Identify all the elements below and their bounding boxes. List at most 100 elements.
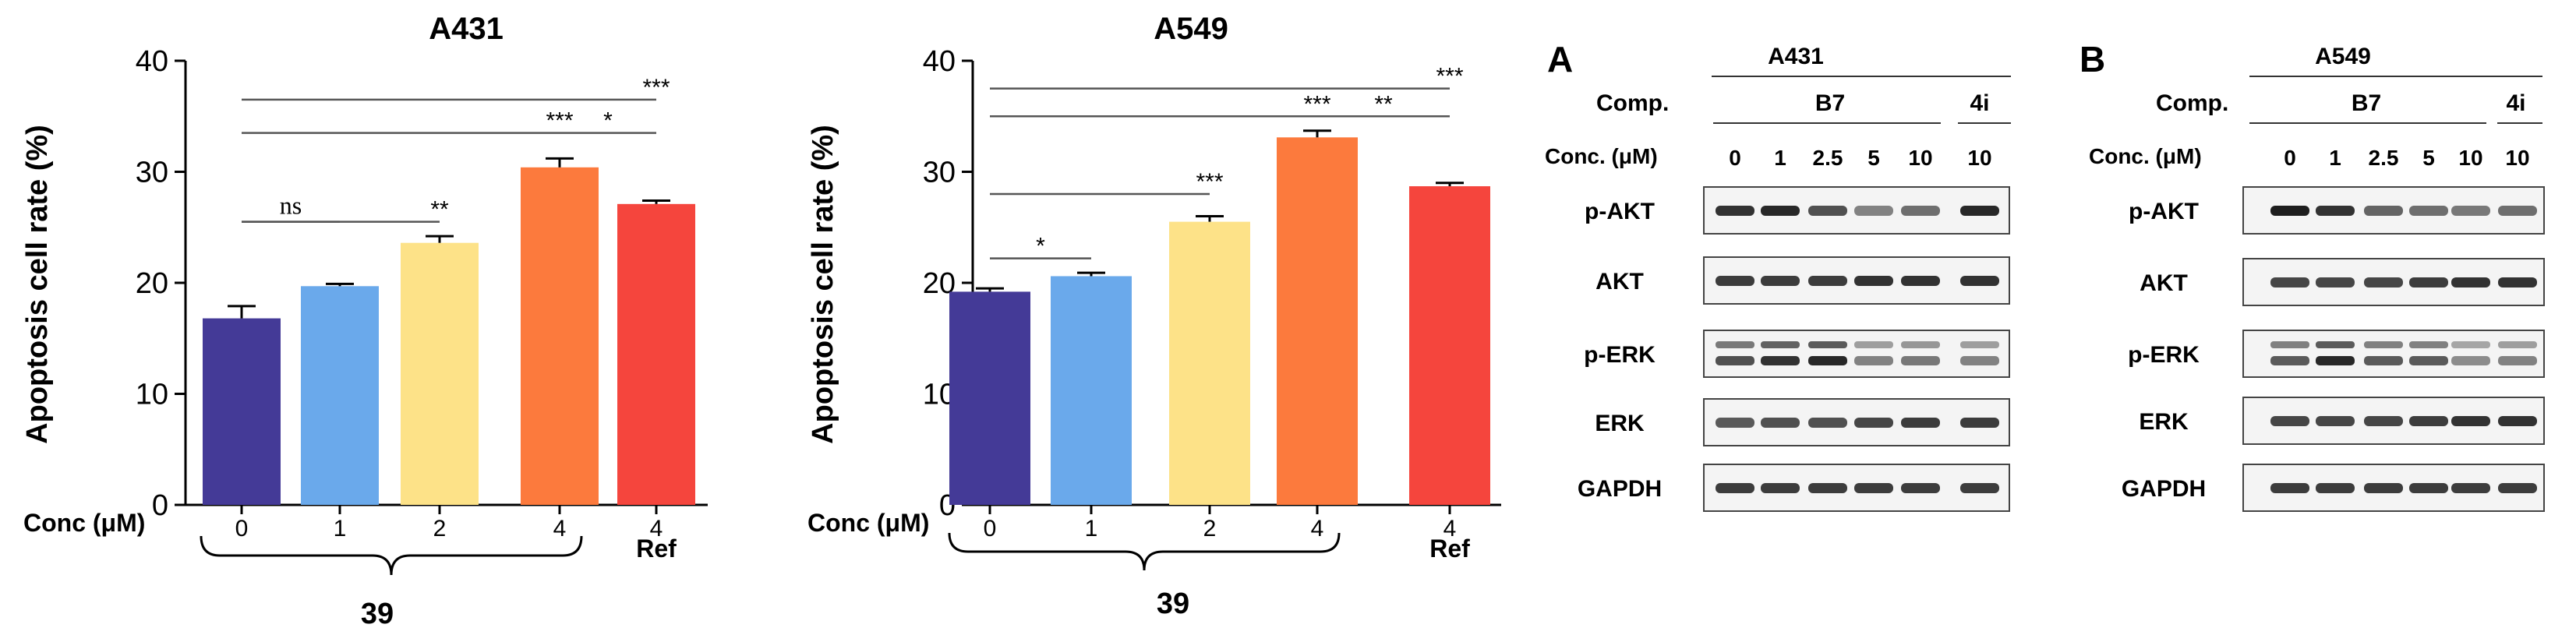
blot-band xyxy=(1854,276,1893,286)
blot-band xyxy=(1901,341,1940,348)
blot-band xyxy=(2451,341,2490,348)
concentration-label: 1 xyxy=(1774,146,1786,170)
blot-band xyxy=(2316,277,2355,288)
y-axis-label: Apoptosis cell rate (%) xyxy=(21,125,54,444)
blot-band xyxy=(2316,416,2355,426)
protein-label: AKT xyxy=(2140,270,2188,296)
blot-membrane xyxy=(1703,330,2010,378)
comp-label: Comp. xyxy=(1596,90,1669,116)
x-tick-label: 4 xyxy=(1311,516,1324,542)
blot-band xyxy=(2451,483,2490,493)
significance-label: ** xyxy=(1374,91,1393,117)
y-tick-label: 40 xyxy=(136,45,168,78)
compound-brace xyxy=(948,532,1341,571)
significance-label: *** xyxy=(1303,91,1330,117)
concentration-label: 0 xyxy=(2284,146,2296,170)
concentration-label: 5 xyxy=(2422,146,2435,170)
y-tick-label: 30 xyxy=(923,157,956,189)
blot-band xyxy=(2409,341,2448,348)
concentration-label: 10 xyxy=(2458,146,2482,170)
blot-band xyxy=(1854,418,1893,428)
blot-band xyxy=(2409,416,2448,426)
panel-letter: A xyxy=(1547,39,1573,79)
x-tick-label: 1 xyxy=(1085,516,1098,542)
concentration-label: 5 xyxy=(1868,146,1880,170)
blot-band xyxy=(2451,206,2490,216)
blot-band xyxy=(1854,483,1893,493)
bar xyxy=(949,291,1030,505)
bar xyxy=(203,318,281,505)
protein-label: GAPDH xyxy=(1578,476,1662,502)
blot-band xyxy=(2270,341,2309,348)
blot-band xyxy=(2270,277,2309,288)
blot-band xyxy=(2451,416,2490,426)
blot-band xyxy=(1716,356,1754,365)
blot-band xyxy=(1901,356,1940,365)
western-blot-a431: A A431 Comp. B7 4i Conc. (μM) 0 1 2.5 5 10 10… xyxy=(1545,39,2011,512)
significance-label: ns xyxy=(280,192,302,220)
blot-band xyxy=(1761,356,1800,365)
blot-band xyxy=(2316,356,2355,365)
blot-band xyxy=(1761,483,1800,493)
blot-band xyxy=(1901,276,1940,286)
comp-label: Comp. xyxy=(2156,90,2228,116)
bar xyxy=(1169,221,1250,505)
blot-band xyxy=(2364,416,2403,426)
blot-band xyxy=(1960,483,1999,493)
blot-band xyxy=(2409,277,2448,288)
blot-band xyxy=(2498,416,2537,426)
protein-label: p-ERK xyxy=(1584,342,1655,368)
x-tick-label: 0 xyxy=(984,516,997,542)
concentration-label: 2.5 xyxy=(2369,146,2399,170)
blot-band xyxy=(2364,341,2403,348)
blot-band xyxy=(1901,418,1940,428)
blot-band xyxy=(1808,206,1847,216)
blot-band xyxy=(2498,356,2537,365)
blot-band xyxy=(2498,277,2537,288)
significance-label: *** xyxy=(546,108,573,134)
x-tick-label: 1 xyxy=(334,516,347,542)
protein-label: p-ERK xyxy=(2128,342,2200,368)
comp-group-4i: 4i xyxy=(1970,90,1989,116)
blot-band xyxy=(2409,206,2448,216)
compound-label: 39 xyxy=(1157,587,1189,620)
concentration-label: 0 xyxy=(1729,146,1741,170)
bar xyxy=(301,286,379,505)
bar xyxy=(617,203,695,505)
chart-title: A431 xyxy=(429,12,504,46)
blot-band xyxy=(1854,341,1893,348)
blot-band xyxy=(1854,356,1893,365)
x-tick-label: 2 xyxy=(433,516,447,542)
bar xyxy=(521,167,599,506)
blot-band xyxy=(2364,206,2403,216)
significance-label: *** xyxy=(642,75,670,101)
y-tick-label: 40 xyxy=(923,45,956,78)
x-tick-label: 4 xyxy=(650,516,663,542)
blot-band xyxy=(1960,356,1999,365)
bar xyxy=(1277,137,1358,505)
blot-band xyxy=(1716,418,1754,428)
blot-band xyxy=(2316,341,2355,348)
blot-band xyxy=(1808,356,1847,365)
blot-band xyxy=(1854,206,1893,216)
protein-label: GAPDH xyxy=(2122,476,2206,502)
blot-band xyxy=(1761,341,1800,348)
conc-label: Conc. (μM) xyxy=(1545,144,1658,168)
compound-brace xyxy=(200,535,583,576)
blot-band xyxy=(1808,418,1847,428)
y-tick-label: 0 xyxy=(152,489,168,522)
blot-band xyxy=(1808,341,1847,348)
blot-band xyxy=(1960,418,1999,428)
chart-title: A549 xyxy=(1154,12,1228,46)
blot-band xyxy=(1761,276,1800,286)
blot-band xyxy=(1808,483,1847,493)
blot-band xyxy=(2451,356,2490,365)
blot-band xyxy=(1901,483,1940,493)
significance-label: ** xyxy=(430,197,449,223)
blot-band xyxy=(2498,341,2537,348)
blot-band xyxy=(2270,416,2309,426)
blot-band xyxy=(2364,277,2403,288)
blot-band xyxy=(1716,276,1754,286)
blot-band xyxy=(1716,341,1754,348)
protein-label: ERK xyxy=(1595,411,1645,436)
